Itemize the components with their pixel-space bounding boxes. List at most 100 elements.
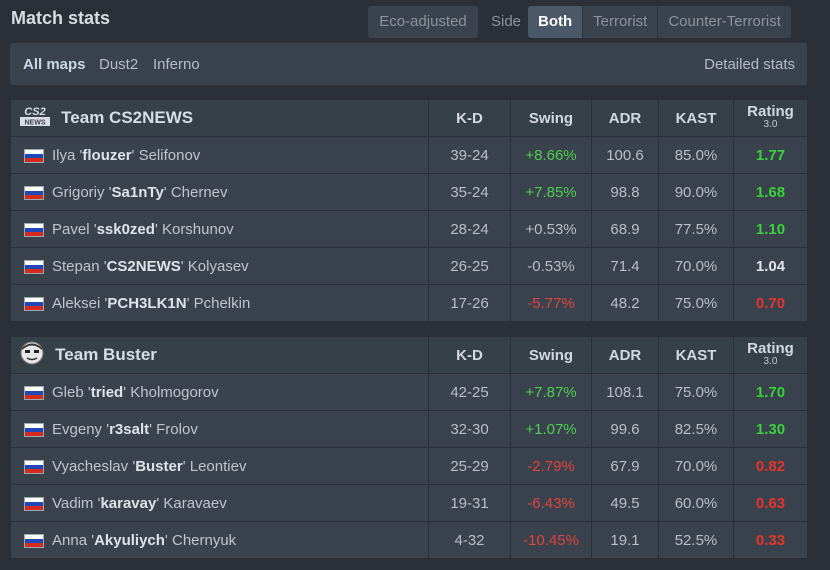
player-row: Ilya 'flouzer' Selifonov 39-24 +8.66% 100.6… [10, 136, 808, 174]
detailed-stats-link[interactable]: Detailed stats [704, 56, 795, 73]
adr-cell: 19.1 [591, 521, 659, 559]
player-nickname[interactable]: Akyuliych [94, 531, 165, 549]
side-label: Side [490, 13, 522, 30]
swing-cell: +7.87% [510, 373, 592, 411]
kd-cell: 26-25 [428, 247, 511, 285]
team-name[interactable]: Team CS2NEWS [61, 108, 194, 127]
player-cell: Evgeny 'r3salt' Frolov [10, 410, 429, 448]
side-both-button[interactable]: Both [528, 6, 583, 38]
swing-cell: -0.53% [510, 247, 592, 285]
adr-cell: 68.9 [591, 210, 659, 248]
player-last-name: Karavaev [163, 494, 227, 512]
kast-cell: 75.0% [658, 284, 734, 322]
rating-version: 3.0 [763, 356, 778, 367]
player-cell: Vadim 'karavay' Karavaev [10, 484, 429, 522]
player-cell: Aleksei 'PCH3LK1N' Pchelkin [10, 284, 429, 322]
kast-header: KAST [658, 336, 734, 374]
kast-header: KAST [658, 99, 734, 137]
swing-header: Swing [510, 336, 592, 374]
team-stats-table: CS2 NEWS Team CS2NEWS K-D Swing ADR KAST … [10, 99, 808, 322]
rating-cell: 0.70 [733, 284, 808, 322]
player-cell: Vyacheslav 'Buster' Leontiev [10, 447, 429, 485]
player-nickname[interactable]: tried [90, 383, 124, 401]
player-last-name: Kolyasev [187, 257, 249, 275]
player-row: Pavel 'ssk0zed' Korshunov 28-24 +0.53% 68.9… [10, 210, 808, 248]
russia-flag-icon [24, 148, 44, 163]
rating-header: Rating 3.0 [733, 336, 808, 374]
player-nickname[interactable]: karavay [100, 494, 157, 512]
rating-cell: 1.77 [733, 136, 808, 174]
player-cell: Stepan 'CS2NEWS' Kolyasev [10, 247, 429, 285]
player-first-name: Anna [52, 531, 88, 549]
rating-version: 3.0 [763, 119, 778, 130]
swing-cell: +7.85% [510, 173, 592, 211]
kd-cell: 17-26 [428, 284, 511, 322]
player-nickname[interactable]: flouzer [82, 146, 132, 164]
adr-cell: 98.8 [591, 173, 659, 211]
tab-dust2[interactable]: Dust2 [99, 56, 139, 73]
player-row: Gleb 'tried' Kholmogorov 42-25 +7.87% 108.1… [10, 373, 808, 411]
rating-cell: 1.68 [733, 173, 808, 211]
player-last-name: Selifonov [138, 146, 201, 164]
kd-cell: 25-29 [428, 447, 511, 485]
swing-cell: +0.53% [510, 210, 592, 248]
swing-cell: +1.07% [510, 410, 592, 448]
player-row: Aleksei 'PCH3LK1N' Pchelkin 17-26 -5.77% 48… [10, 284, 808, 322]
side-terrorist-button[interactable]: Terrorist [582, 6, 657, 38]
player-nickname[interactable]: CS2NEWS [106, 257, 181, 275]
player-first-name: Gleb [52, 383, 84, 401]
team-header-row: Team Buster K-D Swing ADR KAST Rating 3.0 [10, 336, 808, 374]
player-last-name: Kholmogorov [130, 383, 219, 401]
player-cell: Grigoriy 'Sa1nTy' Chernev [10, 173, 429, 211]
adr-cell: 108.1 [591, 373, 659, 411]
player-nickname[interactable]: ssk0zed [96, 220, 155, 238]
kast-cell: 70.0% [658, 247, 734, 285]
swing-cell: +8.66% [510, 136, 592, 174]
rating-cell: 0.63 [733, 484, 808, 522]
player-row: Anna 'Akyuliych' Chernyuk 4-32 -10.45% 19.1… [10, 521, 808, 559]
kd-cell: 4-32 [428, 521, 511, 559]
team-stats-table: Team Buster K-D Swing ADR KAST Rating 3.0… [10, 336, 808, 559]
team-name-cell: CS2 NEWS Team CS2NEWS [10, 99, 429, 137]
player-last-name: Chernyuk [171, 531, 237, 549]
player-nickname[interactable]: PCH3LK1N [107, 294, 187, 312]
kast-cell: 85.0% [658, 136, 734, 174]
tab-all-maps[interactable]: All maps [23, 56, 86, 73]
swing-cell: -2.79% [510, 447, 592, 485]
adr-cell: 71.4 [591, 247, 659, 285]
player-cell: Gleb 'tried' Kholmogorov [10, 373, 429, 411]
kast-cell: 60.0% [658, 484, 734, 522]
russia-flag-icon [24, 185, 44, 200]
side-counter-terrorist-button[interactable]: Counter-Terrorist [657, 6, 791, 38]
kast-cell: 70.0% [658, 447, 734, 485]
team-name[interactable]: Team Buster [55, 345, 157, 364]
player-last-name: Leontiev [189, 457, 247, 475]
player-nickname[interactable]: Buster [135, 457, 183, 475]
kd-header: K-D [428, 99, 511, 137]
kd-cell: 39-24 [428, 136, 511, 174]
player-first-name: Vadim [52, 494, 94, 512]
russia-flag-icon [24, 385, 44, 400]
rating-cell: 0.82 [733, 447, 808, 485]
player-first-name: Pavel [52, 220, 90, 238]
player-nickname[interactable]: Sa1nTy [111, 183, 164, 201]
kast-cell: 90.0% [658, 173, 734, 211]
swing-cell: -6.43% [510, 484, 592, 522]
russia-flag-icon [24, 296, 44, 311]
swing-cell: -10.45% [510, 521, 592, 559]
rating-cell: 1.70 [733, 373, 808, 411]
rating-cell: 1.04 [733, 247, 808, 285]
tab-inferno[interactable]: Inferno [153, 56, 200, 73]
adr-header: ADR [591, 336, 659, 374]
player-cell: Ilya 'flouzer' Selifonov [10, 136, 429, 174]
russia-flag-icon [24, 259, 44, 274]
adr-cell: 67.9 [591, 447, 659, 485]
adr-cell: 49.5 [591, 484, 659, 522]
player-nickname[interactable]: r3salt [109, 420, 150, 438]
kast-cell: 77.5% [658, 210, 734, 248]
eco-adjusted-button[interactable]: Eco-adjusted [368, 6, 478, 38]
player-last-name: Korshunov [161, 220, 234, 238]
kd-cell: 19-31 [428, 484, 511, 522]
cs2news-logo-icon: CS2 NEWS [19, 105, 51, 131]
player-first-name: Aleksei [52, 294, 101, 312]
